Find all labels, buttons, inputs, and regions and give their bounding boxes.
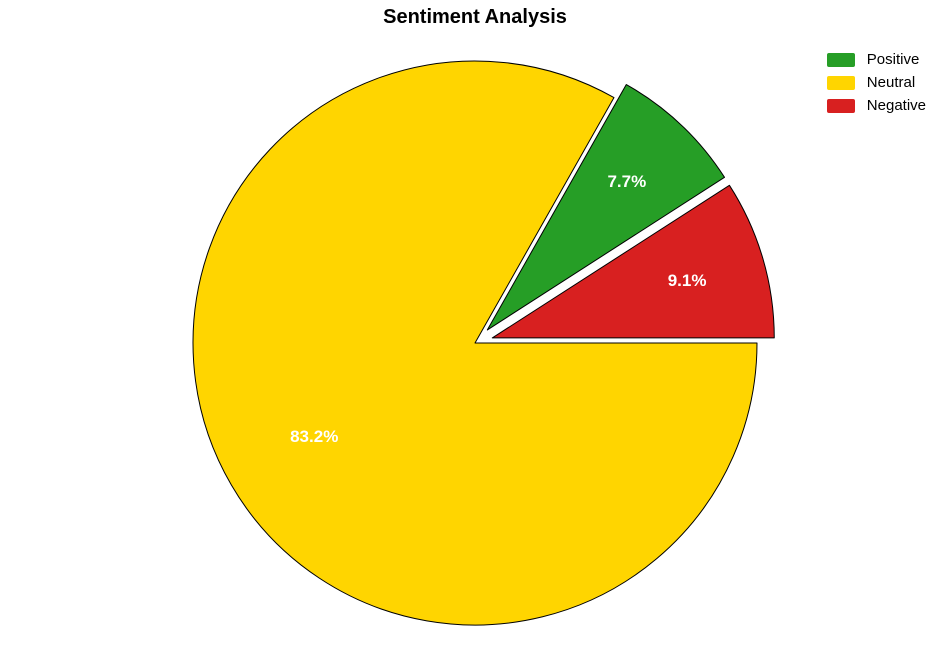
chart-stage: Sentiment Analysis Positive Neutral Nega… bbox=[0, 0, 950, 662]
slice-label-positive: 7.7% bbox=[607, 172, 646, 192]
slice-label-neutral: 83.2% bbox=[290, 427, 338, 447]
slice-label-negative: 9.1% bbox=[668, 271, 707, 291]
pie-chart bbox=[0, 0, 950, 667]
pie-svg bbox=[0, 0, 950, 662]
